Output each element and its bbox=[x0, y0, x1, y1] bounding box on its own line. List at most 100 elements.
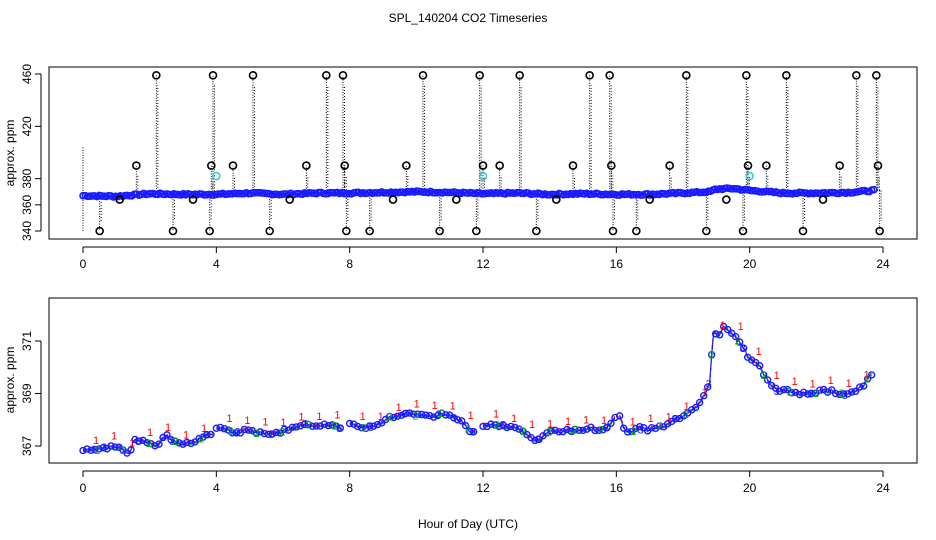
data-point bbox=[336, 424, 345, 432]
data-point bbox=[332, 422, 341, 430]
series-marker-2: 2 bbox=[439, 408, 445, 420]
data-point bbox=[276, 429, 285, 437]
data-point bbox=[699, 392, 708, 400]
data-point bbox=[216, 423, 225, 432]
outlier-point bbox=[873, 161, 883, 170]
data-point bbox=[345, 419, 354, 428]
data-point bbox=[619, 424, 628, 432]
outlier-point bbox=[742, 71, 751, 80]
data-point bbox=[735, 338, 744, 346]
series-marker-2: 2 bbox=[657, 421, 663, 433]
data-point bbox=[83, 445, 91, 453]
outlier-point bbox=[95, 226, 104, 236]
series-marker-1: 1 bbox=[810, 378, 816, 390]
data-point bbox=[479, 422, 487, 431]
series-marker-1: 1 bbox=[756, 346, 762, 358]
series-marker-1: 1 bbox=[468, 410, 474, 422]
data-point bbox=[835, 390, 844, 399]
data-point bbox=[260, 429, 269, 438]
data-point bbox=[127, 446, 135, 454]
data-point bbox=[385, 412, 394, 421]
data-point bbox=[175, 439, 183, 447]
outlier-point bbox=[532, 226, 541, 236]
data-point bbox=[203, 431, 211, 439]
outlier-point bbox=[585, 71, 594, 80]
outlier-point bbox=[132, 161, 141, 170]
data-point bbox=[365, 422, 374, 430]
outlier-point bbox=[388, 195, 398, 204]
data-point bbox=[495, 422, 503, 431]
data-point bbox=[723, 325, 732, 334]
series-marker-2: 2 bbox=[94, 445, 100, 457]
series-marker-1: 1 bbox=[396, 402, 402, 414]
series-marker-1: 1 bbox=[183, 429, 189, 441]
series-marker-2: 2 bbox=[120, 445, 126, 457]
outlier-point bbox=[365, 226, 374, 236]
data-point bbox=[707, 350, 716, 359]
data-point bbox=[631, 424, 640, 433]
data-point bbox=[469, 427, 478, 436]
series-marker-1: 1 bbox=[846, 378, 852, 390]
series-marker-1: 1 bbox=[226, 413, 232, 425]
data-point bbox=[79, 446, 87, 455]
outlier-point bbox=[608, 226, 618, 236]
outlier-point bbox=[208, 71, 218, 80]
data-point bbox=[655, 422, 664, 430]
outlier-point bbox=[265, 226, 274, 236]
outlier-point bbox=[743, 161, 753, 170]
series-marker-3: 3 bbox=[169, 436, 175, 448]
outlier-point bbox=[338, 71, 348, 80]
outlier-point bbox=[452, 195, 461, 204]
series-marker-2: 2 bbox=[520, 426, 526, 438]
series-marker-2: 2 bbox=[413, 410, 419, 422]
series-marker-2: 2 bbox=[572, 424, 578, 436]
data-point bbox=[300, 420, 309, 429]
bottom-y-tick-label: 367 bbox=[20, 436, 34, 456]
outlier-point bbox=[632, 226, 641, 236]
data-point bbox=[179, 440, 187, 448]
outlier-point bbox=[340, 161, 349, 170]
data-point bbox=[244, 426, 253, 434]
data-point bbox=[531, 436, 539, 445]
series-marker-3: 3 bbox=[740, 343, 746, 355]
data-point bbox=[847, 388, 856, 396]
data-point bbox=[429, 413, 438, 421]
data-point bbox=[755, 362, 764, 370]
series-marker-2: 2 bbox=[761, 370, 767, 382]
series-marker-1: 1 bbox=[583, 415, 589, 427]
top-x-tick-label: 0 bbox=[80, 257, 87, 271]
data-point bbox=[441, 411, 450, 419]
data-point bbox=[151, 442, 159, 450]
top-x-tick-label: 8 bbox=[346, 257, 353, 271]
bottom-x-tick-label: 0 bbox=[80, 481, 87, 495]
series-marker-3: 3 bbox=[638, 425, 644, 437]
data-point bbox=[401, 409, 410, 418]
series-marker-1: 1 bbox=[565, 416, 571, 428]
bottom-plot-frame bbox=[48, 297, 918, 464]
series-marker-3: 3 bbox=[672, 414, 678, 426]
data-point bbox=[461, 421, 470, 430]
series-marker-3: 3 bbox=[234, 426, 240, 438]
outlier-point bbox=[818, 195, 828, 204]
data-point bbox=[328, 421, 337, 429]
outlier-point bbox=[285, 195, 294, 204]
data-point bbox=[563, 425, 571, 434]
outlier-point bbox=[228, 161, 238, 170]
data-point bbox=[787, 389, 796, 397]
data-point bbox=[803, 390, 812, 398]
data-point bbox=[691, 403, 700, 412]
series-marker-1: 1 bbox=[601, 415, 607, 427]
data-point bbox=[843, 390, 852, 398]
series-line-blue bbox=[619, 325, 872, 433]
top-plot-frame bbox=[48, 66, 918, 240]
data-point bbox=[183, 438, 191, 447]
outlier-point bbox=[205, 226, 214, 236]
data-point bbox=[647, 423, 656, 432]
data-point bbox=[264, 430, 273, 438]
data-point bbox=[815, 386, 824, 394]
top-panel: approx. ppm 0 4 8 12 16 20 24 340 360 380 420 460 bbox=[3, 64, 918, 271]
data-point bbox=[567, 427, 575, 435]
series-marker-3: 3 bbox=[336, 423, 342, 435]
data-point bbox=[405, 409, 414, 417]
